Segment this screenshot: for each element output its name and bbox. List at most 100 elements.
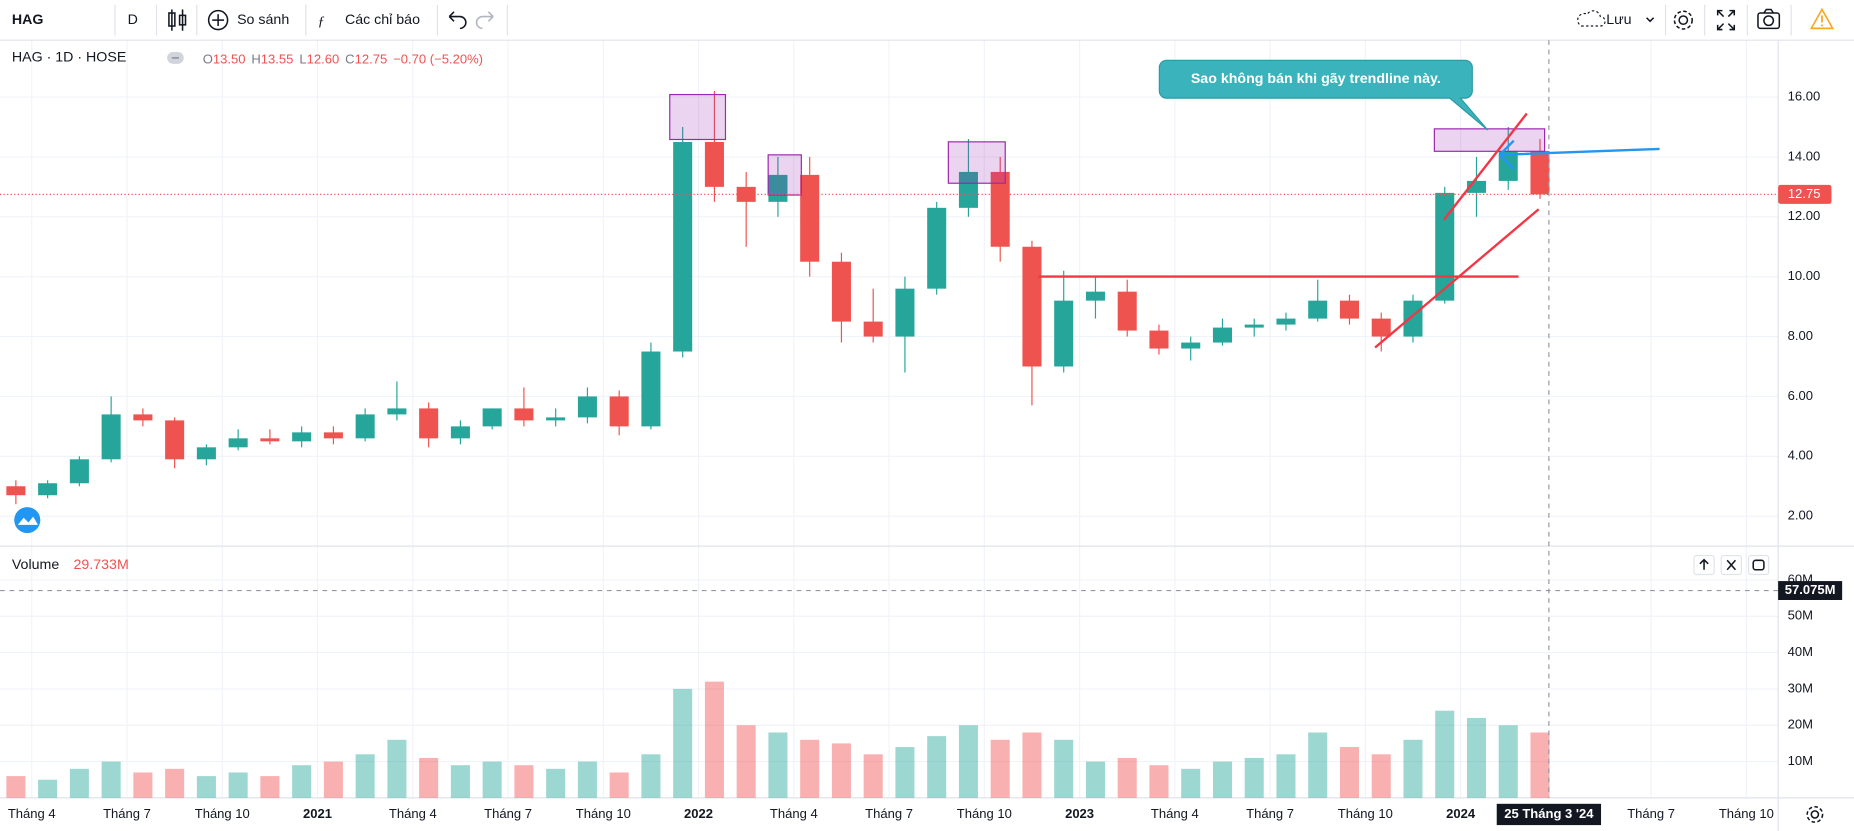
candle-body	[1371, 318, 1391, 337]
x-tick-label: Tháng 7	[1627, 806, 1675, 821]
candle-body	[387, 408, 407, 415]
undo-icon[interactable]	[448, 11, 467, 30]
candle-body	[38, 483, 58, 496]
candle-body	[1212, 327, 1232, 343]
ohlc-value: 12.60	[307, 52, 340, 67]
y-tick-label: 2.00	[1788, 508, 1813, 523]
callout[interactable]	[1158, 59, 1489, 131]
cloud-icon[interactable]	[1577, 10, 1606, 27]
crosshair-date-tag	[1496, 803, 1602, 826]
volume-bar	[704, 681, 724, 798]
candle-body	[673, 141, 693, 352]
trendline[interactable]	[1442, 112, 1528, 221]
ohlc-key: O	[203, 52, 213, 67]
candle-body	[1530, 150, 1550, 195]
indicators-icon[interactable]: ƒ	[318, 14, 325, 30]
volume-bar	[1371, 754, 1391, 798]
x-tick-label: Tháng 10	[1719, 806, 1774, 821]
candle-body	[1276, 318, 1296, 325]
y-tick-label: 6.00	[1788, 388, 1813, 403]
settings-icon[interactable]	[1673, 10, 1693, 30]
x-tick-label: Tháng 4	[1151, 806, 1199, 821]
candle-body	[577, 396, 597, 418]
candle-body	[1339, 300, 1360, 319]
trendline[interactable]	[1374, 208, 1540, 349]
volume-bar	[38, 779, 58, 798]
volume-bar	[165, 768, 185, 798]
rectangle-drawing[interactable]	[669, 93, 727, 141]
pane-buttons	[1693, 554, 1770, 576]
candle-body	[450, 426, 470, 439]
compare-button[interactable]: So sánh	[237, 12, 289, 28]
y-tick-label: 12.00	[1788, 208, 1821, 223]
candle-body	[292, 432, 312, 442]
volume-bar	[228, 772, 248, 798]
y-tick-label: 16.00	[1788, 89, 1821, 104]
candle-body	[196, 447, 216, 460]
x-tick-label: Tháng 7	[865, 806, 913, 821]
x-tick-label: Tháng 4	[8, 806, 56, 821]
rectangle-drawing[interactable]	[1433, 128, 1546, 152]
drawings: Sao không bán khi gãy trendline này.	[669, 59, 1660, 349]
candle-body	[609, 396, 629, 427]
ohlc-value: 12.75	[355, 52, 388, 67]
chart-type-icon[interactable]	[168, 9, 187, 31]
volume-bar	[1085, 761, 1105, 798]
crosshair-volume-label: 57.075M	[1785, 582, 1836, 597]
volume-bar	[133, 772, 153, 798]
volume-bar	[260, 776, 280, 798]
volume-bar	[1212, 761, 1232, 798]
candle-body	[228, 438, 248, 448]
y2-tick-label: 40M	[1788, 644, 1813, 659]
candle-body	[927, 207, 947, 289]
y2-tick-label: 30M	[1788, 680, 1813, 695]
redo-icon[interactable]	[475, 11, 494, 30]
volume-bar	[1117, 757, 1137, 798]
candle-body	[1054, 300, 1074, 367]
symbol[interactable]: HAG	[12, 12, 44, 28]
ohlc-key: L	[299, 52, 306, 67]
x-tick-label: Tháng 10	[957, 806, 1012, 821]
volume-bar	[768, 732, 788, 798]
maximize-pane-button[interactable]	[1747, 554, 1770, 576]
x-tick-label: Tháng 7	[103, 806, 151, 821]
warning-icon[interactable]	[1809, 7, 1835, 30]
x-tick-label: 2022	[684, 806, 713, 821]
candle-body	[1117, 291, 1137, 331]
crosshair-volume-tag	[1778, 581, 1843, 600]
save-button[interactable]: Lưu	[1606, 12, 1631, 28]
candle-body	[1085, 291, 1105, 301]
interval[interactable]: D	[128, 12, 138, 28]
volume-bar	[6, 776, 26, 798]
x-tick-label: Tháng 7	[1246, 806, 1294, 821]
indicators-button[interactable]: Các chỉ báo	[345, 12, 420, 28]
volume-bar	[863, 754, 883, 798]
logo	[14, 507, 41, 534]
candle-body	[800, 174, 820, 262]
save-menu-chevron[interactable]	[1646, 17, 1655, 23]
grid	[0, 40, 1779, 798]
x-tick-label: Tháng 10	[195, 806, 250, 821]
candle-body	[260, 438, 280, 442]
volume-bar	[673, 688, 693, 798]
volume-bar	[1181, 768, 1201, 798]
candle-body	[704, 141, 724, 187]
x-tick-label: 2024	[1446, 806, 1476, 821]
candle-body	[736, 186, 756, 202]
x-tick-label: Tháng 10	[576, 806, 631, 821]
compare-icon[interactable]	[207, 9, 229, 31]
ohlc-key: H	[251, 52, 260, 67]
volume-bar	[1498, 725, 1518, 798]
volume-bar	[323, 761, 343, 798]
arrow-drawing[interactable]	[1498, 139, 1660, 170]
volume-bar	[1466, 717, 1487, 798]
fullscreen-icon[interactable]	[1716, 9, 1736, 31]
candle-body	[101, 414, 121, 460]
candle-body	[546, 417, 566, 421]
axis-settings-icon[interactable]	[1806, 805, 1824, 823]
volume-bar	[990, 739, 1010, 798]
rectangle-drawing[interactable]	[767, 154, 802, 196]
y2-tick-label: 20M	[1788, 717, 1813, 732]
snapshot-icon[interactable]	[1757, 8, 1781, 30]
rectangle-drawing[interactable]	[947, 141, 1006, 184]
